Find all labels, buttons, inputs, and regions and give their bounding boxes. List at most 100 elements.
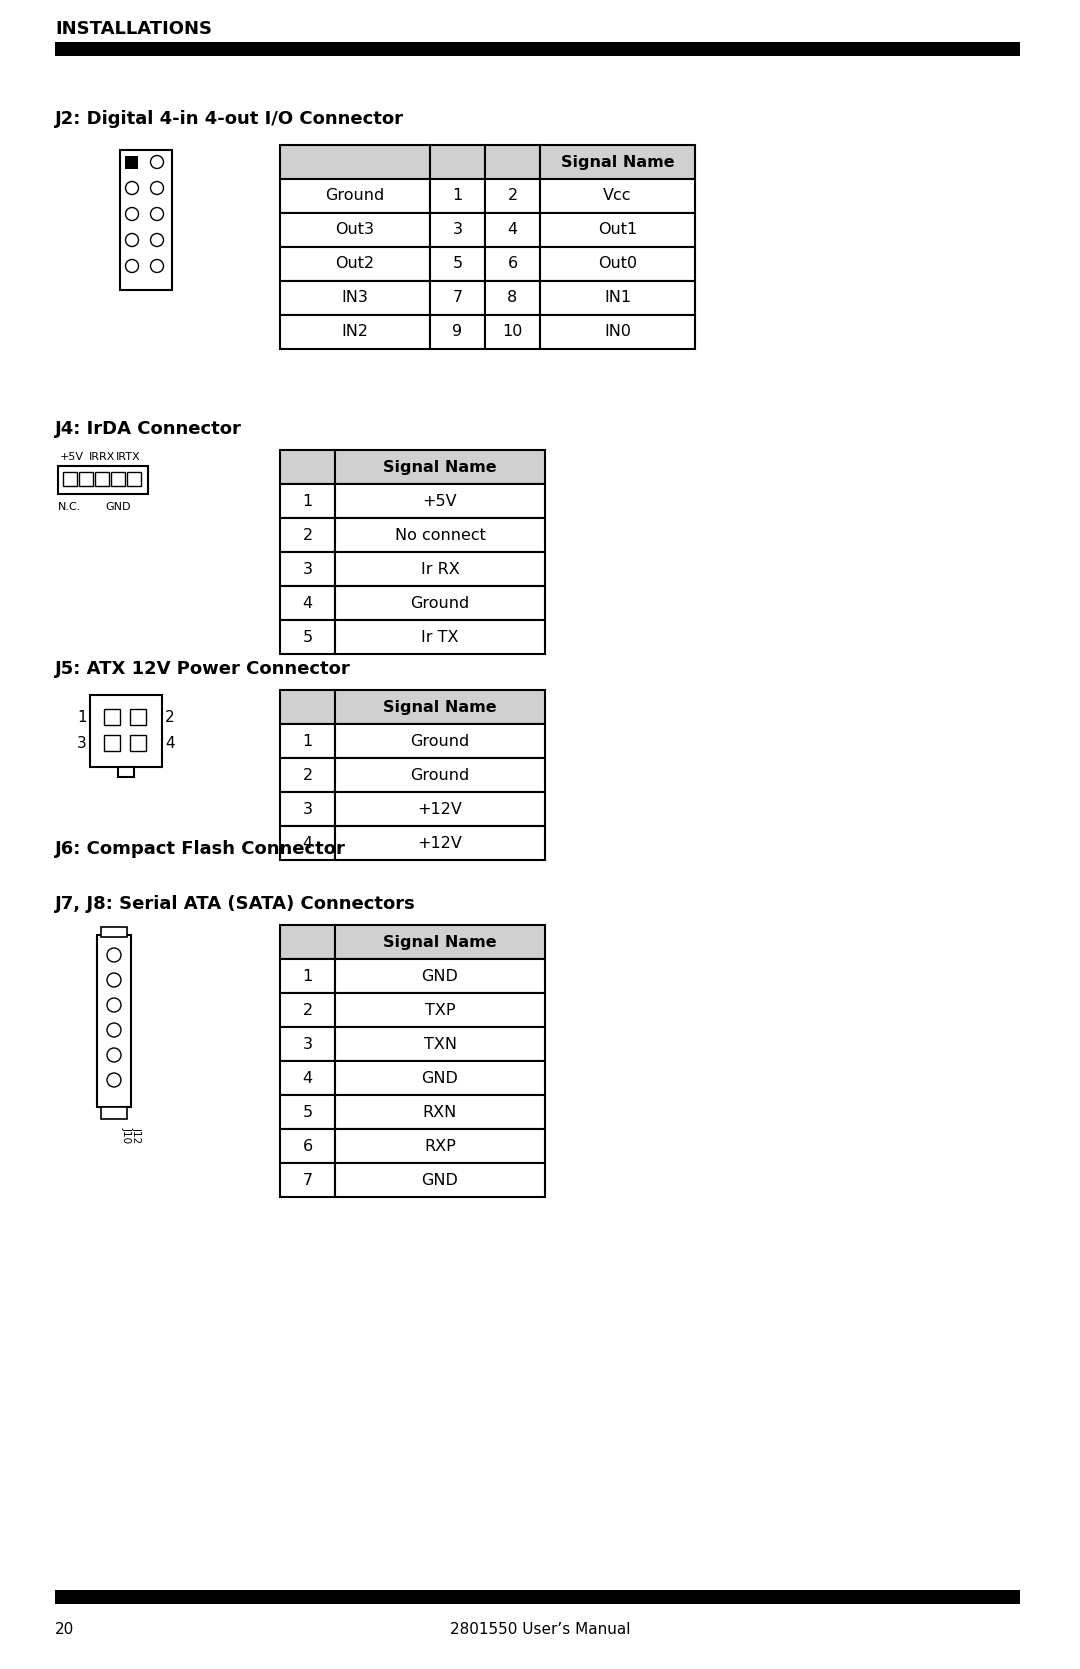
Bar xyxy=(280,1095,335,1128)
Bar xyxy=(111,472,125,486)
Text: 1: 1 xyxy=(302,968,312,983)
Bar xyxy=(280,1163,335,1197)
Text: Ground: Ground xyxy=(410,768,470,783)
Bar xyxy=(95,472,109,486)
Bar xyxy=(485,179,540,214)
Bar xyxy=(335,1026,545,1061)
Text: Ground: Ground xyxy=(325,189,384,204)
Bar xyxy=(280,280,430,315)
Text: 3: 3 xyxy=(302,1036,312,1051)
Bar xyxy=(540,280,696,315)
Bar xyxy=(280,517,335,552)
Text: Signal Name: Signal Name xyxy=(383,699,497,714)
Bar xyxy=(335,1163,545,1197)
Text: 3: 3 xyxy=(78,736,87,751)
Circle shape xyxy=(150,207,163,220)
Bar xyxy=(58,466,148,494)
Text: 5: 5 xyxy=(302,629,312,644)
Bar xyxy=(430,280,485,315)
Bar xyxy=(280,993,335,1026)
Text: IN2: IN2 xyxy=(341,324,368,339)
Bar xyxy=(280,315,430,349)
Bar xyxy=(280,1061,335,1095)
Text: Out3: Out3 xyxy=(336,222,375,237)
Text: GND: GND xyxy=(421,1070,458,1085)
Text: GND: GND xyxy=(421,968,458,983)
Circle shape xyxy=(150,234,163,247)
Bar xyxy=(280,1026,335,1061)
Text: J4: IrDA Connector: J4: IrDA Connector xyxy=(55,421,242,437)
Text: 4: 4 xyxy=(508,222,517,237)
Bar xyxy=(335,724,545,758)
Circle shape xyxy=(107,948,121,961)
Text: 3: 3 xyxy=(453,222,462,237)
Text: 9: 9 xyxy=(453,324,462,339)
Circle shape xyxy=(150,259,163,272)
Text: 2: 2 xyxy=(508,189,517,204)
Text: 4: 4 xyxy=(302,836,312,851)
Bar xyxy=(430,145,485,179)
Bar xyxy=(280,484,335,517)
Bar xyxy=(335,993,545,1026)
Text: +12V: +12V xyxy=(418,836,462,851)
Text: 3: 3 xyxy=(302,801,312,816)
Bar xyxy=(485,280,540,315)
Text: +12V: +12V xyxy=(418,801,462,816)
Bar xyxy=(102,1107,127,1118)
Bar xyxy=(335,689,545,724)
Text: +5V: +5V xyxy=(422,494,457,509)
Bar xyxy=(335,793,545,826)
Text: J7, J8: Serial ATA (SATA) Connectors: J7, J8: Serial ATA (SATA) Connectors xyxy=(55,895,416,913)
Bar xyxy=(335,1061,545,1095)
Bar xyxy=(430,315,485,349)
Circle shape xyxy=(125,182,138,195)
Text: TXN: TXN xyxy=(423,1036,457,1051)
Text: 1: 1 xyxy=(78,709,87,724)
Text: 7: 7 xyxy=(453,290,462,305)
Bar xyxy=(430,179,485,214)
Bar xyxy=(280,960,335,993)
Bar xyxy=(335,826,545,860)
Text: GND: GND xyxy=(105,502,131,512)
Text: 1: 1 xyxy=(302,733,312,748)
Text: IN0: IN0 xyxy=(604,324,631,339)
Text: J5: ATX 12V Power Connector: J5: ATX 12V Power Connector xyxy=(55,659,351,678)
Text: RXP: RXP xyxy=(424,1138,456,1153)
Text: Out1: Out1 xyxy=(598,222,637,237)
Text: 1: 1 xyxy=(453,189,462,204)
Text: 2: 2 xyxy=(302,1003,312,1018)
Text: 8: 8 xyxy=(508,290,517,305)
Bar xyxy=(335,1128,545,1163)
Bar xyxy=(280,552,335,586)
Bar xyxy=(540,179,696,214)
Text: 2: 2 xyxy=(165,709,175,724)
Bar xyxy=(280,451,335,484)
Text: N.C.: N.C. xyxy=(58,502,82,512)
Bar xyxy=(280,689,335,724)
Bar xyxy=(90,694,162,768)
Text: Ground: Ground xyxy=(410,733,470,748)
Text: 5: 5 xyxy=(302,1105,312,1120)
Circle shape xyxy=(107,998,121,1011)
Bar xyxy=(335,1095,545,1128)
Bar xyxy=(104,709,120,724)
Bar xyxy=(540,247,696,280)
Bar xyxy=(130,734,146,751)
Bar xyxy=(335,925,545,960)
Text: J10: J10 xyxy=(122,1127,132,1143)
Text: IRRX: IRRX xyxy=(89,452,116,462)
Text: 6: 6 xyxy=(302,1138,312,1153)
Bar xyxy=(335,586,545,619)
Text: 7: 7 xyxy=(302,1173,312,1188)
Text: 2801550 User’s Manual: 2801550 User’s Manual xyxy=(449,1622,631,1637)
Bar xyxy=(485,315,540,349)
Circle shape xyxy=(107,973,121,986)
Bar xyxy=(55,42,1020,57)
Bar xyxy=(335,758,545,793)
Text: 3: 3 xyxy=(302,561,312,576)
Bar xyxy=(430,247,485,280)
Bar xyxy=(280,145,430,179)
Text: 6: 6 xyxy=(508,257,517,272)
Circle shape xyxy=(150,182,163,195)
Text: 5: 5 xyxy=(453,257,462,272)
